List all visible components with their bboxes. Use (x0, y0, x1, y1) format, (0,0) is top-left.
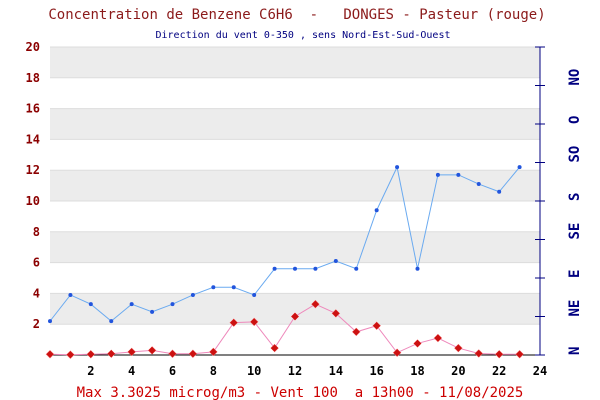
wind-point (88, 302, 93, 307)
benzene-point (413, 339, 422, 348)
benzene-point (106, 349, 116, 359)
benzene-point (147, 346, 157, 355)
plot-band (50, 47, 540, 78)
y-tick-label: 4 (33, 286, 40, 300)
plot-gridlines (50, 46, 540, 325)
right-axis-label: NE (567, 300, 583, 317)
right-axis-label: N (567, 347, 583, 355)
x-tick-label: 12 (288, 364, 302, 378)
wind-point (435, 172, 440, 177)
y-tick-label: 12 (26, 163, 40, 177)
wind-point (354, 266, 359, 271)
chart-title: Concentration de Benzene C6H6 - DONGES -… (48, 7, 545, 23)
wind-point (374, 208, 379, 213)
benzene-point (331, 309, 341, 318)
y-tick-label: 6 (33, 256, 40, 270)
y-tick-label: 2 (33, 317, 40, 331)
benzene-point (168, 349, 177, 359)
benzene-point (453, 343, 463, 353)
x-tick-label: 16 (369, 364, 383, 378)
wind-point (211, 285, 216, 290)
x-tick-label: 14 (329, 364, 343, 378)
benzene-point (45, 349, 55, 359)
benzene-point (86, 349, 96, 359)
right-axis-label: E (567, 270, 583, 278)
wind-point (190, 292, 195, 297)
benzene-point (188, 349, 198, 359)
plot-band (50, 108, 540, 140)
y-tick-label: 16 (26, 102, 40, 116)
wind-point (476, 182, 481, 187)
y-tick-label: 8 (33, 225, 40, 239)
x-tick-label: 20 (451, 364, 465, 378)
x-tick-label: 8 (210, 364, 217, 378)
wind-point (231, 285, 236, 290)
plot-band (50, 170, 540, 201)
x-tick-label: 22 (492, 364, 506, 378)
wind-point (497, 189, 502, 194)
benzene-point (392, 348, 402, 358)
wind-point (415, 266, 420, 271)
wind-point (68, 292, 73, 297)
wind-point (395, 165, 400, 170)
benzene-point (515, 349, 524, 359)
right-axis-label: SO (567, 146, 583, 163)
y-tick-label: 10 (26, 194, 40, 208)
wind-point (456, 172, 461, 177)
benzene-point (66, 350, 75, 360)
wind-point (109, 319, 114, 324)
benzene-point (208, 347, 218, 357)
wind-point (170, 302, 175, 307)
benzene-point (311, 299, 320, 309)
benzene-point (127, 347, 137, 357)
x-tick-label: 10 (247, 364, 261, 378)
y-tick-labels: 2 4 6 8 10 12 14 16 18 20 (26, 40, 40, 331)
wind-point (48, 319, 52, 324)
benzene-point (249, 317, 259, 327)
wind-point (252, 292, 257, 297)
x-tick-label: 18 (410, 364, 424, 378)
benzene-point (229, 318, 239, 328)
wind-point (313, 266, 318, 271)
plot-bands (50, 47, 540, 325)
x-tick-labels: 2 4 6 8 10 12 14 16 18 20 22 24 (87, 364, 547, 378)
wind-point (272, 266, 277, 271)
wind-point (293, 266, 297, 271)
benzene-point (494, 349, 504, 359)
chart-subtitle: Direction du vent 0-350 , sens Nord-Est-… (155, 30, 450, 41)
chart-footer: Max 3.3025 microg/m3 - Vent 100 a 13h00 … (77, 385, 524, 400)
y-tick-label: 20 (26, 40, 40, 54)
series-markers (45, 165, 524, 360)
benzene-point (433, 333, 443, 343)
right-axis-ticks (535, 46, 545, 356)
x-tick-label: 4 (128, 364, 135, 378)
benzene-point (290, 312, 300, 321)
x-tick-label: 2 (87, 364, 94, 378)
right-axis-label: O (567, 116, 583, 124)
y-tick-label: 18 (26, 71, 40, 85)
benzene-point (270, 343, 279, 353)
right-axis-label: S (567, 193, 583, 201)
y-tick-label: 14 (26, 132, 40, 146)
right-axis-labels: N NE E SE S SO O NO (567, 69, 583, 355)
benzene-point (372, 321, 382, 331)
x-tick-label: 24 (533, 364, 547, 378)
wind-point (517, 165, 522, 170)
wind-point (333, 259, 338, 264)
wind-point (150, 309, 155, 314)
benzene-point (474, 349, 484, 358)
wind-point (129, 302, 134, 307)
series-line-wind-direction (49, 165, 520, 322)
benzene-point (351, 327, 361, 337)
right-axis-label: SE (567, 223, 583, 240)
right-axis-label: NO (567, 69, 583, 86)
x-tick-label: 6 (169, 364, 176, 378)
plot-band (50, 231, 540, 263)
